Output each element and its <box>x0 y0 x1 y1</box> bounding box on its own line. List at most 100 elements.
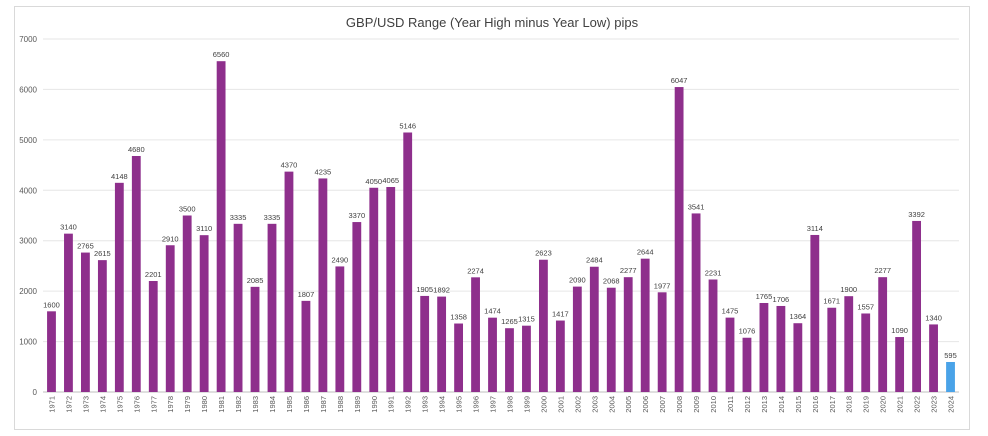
x-tick-label-2008: 2008 <box>675 396 684 413</box>
x-tick-label-2019: 2019 <box>862 396 871 413</box>
data-label-2016: 3114 <box>807 224 823 233</box>
y-tick-label: 6000 <box>19 85 37 94</box>
y-tick-label: 2000 <box>19 287 37 296</box>
bar-1981 <box>216 61 226 393</box>
bar-1971 <box>47 311 56 392</box>
data-label-1994: 1892 <box>433 286 450 295</box>
x-tick-label-1998: 1998 <box>505 396 514 413</box>
y-tick-label: 1000 <box>19 338 37 347</box>
data-label-2008: 6047 <box>671 76 688 85</box>
data-label-2005: 2277 <box>620 266 637 275</box>
data-label-1978: 2910 <box>162 234 179 243</box>
data-label-1989: 3370 <box>348 211 365 220</box>
data-label-1974: 2615 <box>94 249 111 258</box>
bar-2004 <box>606 287 616 392</box>
bar-1994 <box>437 296 447 392</box>
data-label-2018: 1900 <box>840 285 857 294</box>
data-label-2006: 2644 <box>637 248 654 257</box>
bar-2005 <box>623 277 633 392</box>
bar-1985 <box>284 171 294 392</box>
data-label-2017: 1671 <box>823 297 840 306</box>
bar-2017 <box>827 307 837 392</box>
bar-2009 <box>691 213 701 392</box>
x-tick-label-1976: 1976 <box>132 396 141 413</box>
bar-2006 <box>640 258 650 392</box>
x-tick-label-1971: 1971 <box>47 396 56 413</box>
x-tick-label-1987: 1987 <box>319 396 328 413</box>
x-tick-label-2001: 2001 <box>556 396 565 413</box>
data-label-1980: 3110 <box>196 224 212 233</box>
data-label-1988: 2490 <box>332 255 349 264</box>
y-tick-label: 5000 <box>19 136 37 145</box>
data-label-2000: 2623 <box>535 249 552 258</box>
data-label-2007: 1977 <box>654 281 671 290</box>
data-label-2020: 2277 <box>874 266 891 275</box>
x-tick-label-2006: 2006 <box>641 396 650 413</box>
bars <box>47 61 955 393</box>
data-label-1999: 1315 <box>518 315 535 324</box>
data-label-1979: 3500 <box>179 205 196 214</box>
bar-1977 <box>148 281 158 392</box>
gridlines <box>43 38 959 393</box>
data-label-1998: 1265 <box>501 317 518 326</box>
bar-1999 <box>522 325 531 392</box>
x-tick-label-2020: 2020 <box>879 396 888 413</box>
x-tick-label-2004: 2004 <box>607 396 616 413</box>
x-tick-label-1974: 1974 <box>98 396 107 413</box>
bar-2001 <box>555 320 565 392</box>
x-tick-label-2018: 2018 <box>845 396 854 413</box>
bar-2022 <box>912 220 922 392</box>
data-label-1990: 4050 <box>365 177 382 186</box>
bar-1992 <box>403 132 413 392</box>
data-label-2019: 1557 <box>857 302 874 311</box>
data-label-2013: 1765 <box>756 292 773 301</box>
x-tick-label-1980: 1980 <box>200 396 209 413</box>
data-label-2022: 3392 <box>908 210 925 219</box>
x-tick-label-1994: 1994 <box>438 396 447 413</box>
x-tick-label-2007: 2007 <box>658 396 667 413</box>
bar-2003 <box>589 266 599 392</box>
data-label-1972: 3140 <box>60 223 77 232</box>
x-tick-label-1982: 1982 <box>234 396 243 413</box>
data-label-1995: 1358 <box>450 313 467 322</box>
data-label-1987: 4235 <box>315 167 332 176</box>
x-tick-label-1993: 1993 <box>421 396 430 413</box>
x-tick-label-1988: 1988 <box>336 396 345 413</box>
data-label-1986: 1807 <box>298 290 315 299</box>
x-tick-label-2015: 2015 <box>794 396 803 413</box>
bar-1995 <box>454 323 464 392</box>
bar-2023 <box>929 324 938 392</box>
bar-1972 <box>64 233 73 392</box>
x-tick-label-2011: 2011 <box>726 396 735 412</box>
bar-1998 <box>505 328 514 392</box>
x-tick-label-2014: 2014 <box>777 396 786 413</box>
bar-2007 <box>657 292 667 392</box>
x-tick-label-2000: 2000 <box>539 396 548 413</box>
x-tick-label-1983: 1983 <box>251 396 260 413</box>
data-label-1985: 4370 <box>281 161 298 170</box>
data-label-2004: 2068 <box>603 277 620 286</box>
x-tick-label-2009: 2009 <box>692 396 701 413</box>
x-tick-label-1999: 1999 <box>522 396 531 413</box>
bar-1987 <box>318 178 328 392</box>
data-label-2011: 1475 <box>722 307 739 316</box>
data-label-2003: 2484 <box>586 256 603 265</box>
x-tick-label-2024: 2024 <box>947 396 956 413</box>
bar-1974 <box>97 260 107 392</box>
y-axis-ticks: 0 1000 2000 3000 4000 5000 6000 7000 <box>19 35 37 397</box>
bar-2002 <box>572 286 582 392</box>
bar-2000 <box>538 259 548 392</box>
bar-1980 <box>199 235 209 392</box>
x-tick-label-1991: 1991 <box>387 396 396 413</box>
data-label-2024: 595 <box>944 351 957 360</box>
data-label-2012: 1076 <box>739 327 756 336</box>
x-tick-label-1986: 1986 <box>302 396 311 413</box>
bar-2020 <box>878 277 888 392</box>
bar-1982 <box>233 223 243 392</box>
bar-1988 <box>335 266 345 392</box>
x-tick-label-2012: 2012 <box>743 396 752 413</box>
x-tick-label-2010: 2010 <box>709 396 718 413</box>
bar-1990 <box>369 187 379 392</box>
data-label-1976: 4680 <box>128 145 145 154</box>
x-axis-labels: 1971 1972 1973 1974 1975 1976 1977 1978 1979 1980… <box>47 396 955 413</box>
